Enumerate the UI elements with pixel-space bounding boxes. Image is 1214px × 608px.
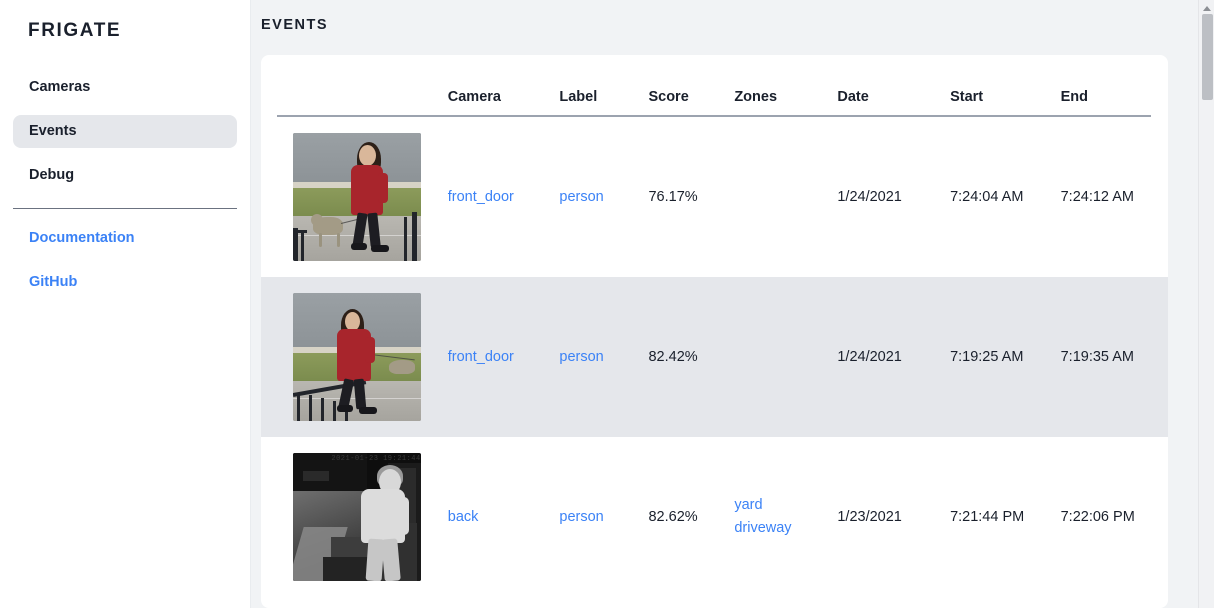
thumbnail-timestamp-overlay: 2021-01-23 19:21:44 bbox=[331, 455, 421, 463]
event-start-cell: 7:24:04 AM bbox=[950, 189, 1024, 205]
event-date-cell: 1/23/2021 bbox=[837, 509, 902, 525]
event-label-cell: person bbox=[559, 437, 648, 597]
column-header-zones: Zones bbox=[734, 89, 778, 105]
sidebar-item-debug[interactable]: Debug bbox=[29, 166, 75, 183]
event-camera-link[interactable]: front_door bbox=[447, 349, 514, 365]
event-start-cell: 7:19:25 AM bbox=[950, 349, 1024, 365]
event-end-cell: 7:24:12 AM bbox=[1060, 189, 1134, 205]
main-content: EVENTS Camera Label Score Zones Date Sta… bbox=[251, 0, 1214, 608]
event-label-link[interactable]: person bbox=[559, 509, 604, 525]
table-row[interactable]: 2021-01-23 19:21:44 back person 82.62% bbox=[261, 437, 1168, 597]
app-brand-title: FRIGATE bbox=[28, 20, 122, 41]
column-header-end: End bbox=[1060, 89, 1088, 105]
event-date-cell: 1/24/2021 bbox=[837, 189, 902, 205]
events-table-head: Camera Label Score Zones Date Start End bbox=[261, 55, 1168, 117]
sidebar: FRIGATE Cameras Events Debug Documentati… bbox=[0, 0, 251, 608]
event-label-link[interactable]: person bbox=[559, 349, 604, 365]
event-score-cell: 76.17% bbox=[648, 189, 698, 205]
event-end-cell: 7:19:35 AM bbox=[1060, 349, 1134, 365]
event-thumbnail-image[interactable] bbox=[293, 133, 421, 261]
event-start-cell: 7:21:44 PM bbox=[950, 509, 1025, 525]
event-thumbnail-image[interactable]: 2021-01-23 19:21:44 bbox=[293, 453, 421, 581]
event-zone-link[interactable]: yard bbox=[734, 496, 763, 513]
event-label-cell: person bbox=[559, 117, 648, 277]
events-table: Camera Label Score Zones Date Start End bbox=[261, 55, 1168, 597]
event-score-cell: 82.62% bbox=[648, 509, 698, 525]
event-label-cell: person bbox=[559, 277, 648, 437]
sidebar-item-cameras[interactable]: Cameras bbox=[29, 78, 91, 95]
event-thumbnail-cell: 2021-01-23 19:21:44 bbox=[261, 437, 448, 597]
event-thumbnail-cell bbox=[261, 277, 448, 437]
table-row[interactable]: front_door person 82.42% 1/24/2021 7:19:… bbox=[261, 277, 1168, 437]
event-zones-cell bbox=[734, 277, 837, 437]
events-table-body: front_door person 76.17% 1/24/2021 7:24:… bbox=[261, 117, 1168, 597]
event-camera-cell: front_door bbox=[448, 117, 560, 277]
scrollbar-thumb[interactable] bbox=[1202, 14, 1213, 100]
column-header-camera: Camera bbox=[447, 89, 501, 105]
sidebar-item-events[interactable]: Events bbox=[13, 114, 237, 148]
sidebar-external-links: Documentation GitHub bbox=[0, 223, 250, 297]
event-thumbnail-image[interactable] bbox=[293, 293, 421, 421]
event-end-cell: 7:22:06 PM bbox=[1060, 509, 1135, 525]
column-header-start: Start bbox=[950, 89, 984, 105]
column-header-thumbnail bbox=[261, 55, 448, 115]
event-date-cell: 1/24/2021 bbox=[837, 349, 902, 365]
event-camera-link[interactable]: front_door bbox=[447, 189, 514, 205]
column-header-date: Date bbox=[837, 89, 869, 105]
table-header-row: Camera Label Score Zones Date Start End bbox=[261, 55, 1168, 115]
page-title: EVENTS bbox=[261, 17, 329, 33]
event-camera-link[interactable]: back bbox=[447, 509, 479, 525]
event-camera-cell: front_door bbox=[448, 277, 560, 437]
event-camera-cell: back bbox=[448, 437, 560, 597]
event-zone-link[interactable]: driveway bbox=[734, 520, 792, 536]
column-header-label: Label bbox=[559, 89, 598, 105]
event-thumbnail-cell bbox=[261, 117, 448, 277]
vertical-scrollbar[interactable] bbox=[1198, 0, 1214, 608]
sidebar-nav: Cameras Events Debug bbox=[0, 71, 250, 192]
event-zones-cell: yard driveway bbox=[734, 437, 837, 597]
event-zones-cell bbox=[734, 117, 837, 277]
sidebar-link-documentation[interactable]: Documentation bbox=[29, 229, 135, 246]
sidebar-link-github[interactable]: GitHub bbox=[29, 273, 78, 290]
table-row[interactable]: front_door person 76.17% 1/24/2021 7:24:… bbox=[261, 117, 1168, 277]
scroll-up-arrow-icon[interactable] bbox=[1199, 2, 1214, 14]
event-label-link[interactable]: person bbox=[559, 189, 604, 205]
column-header-score: Score bbox=[648, 89, 689, 105]
events-card: Camera Label Score Zones Date Start End bbox=[261, 55, 1168, 608]
sidebar-divider bbox=[13, 207, 237, 209]
table-header-rule bbox=[261, 115, 1168, 117]
event-score-cell: 82.42% bbox=[648, 349, 698, 365]
